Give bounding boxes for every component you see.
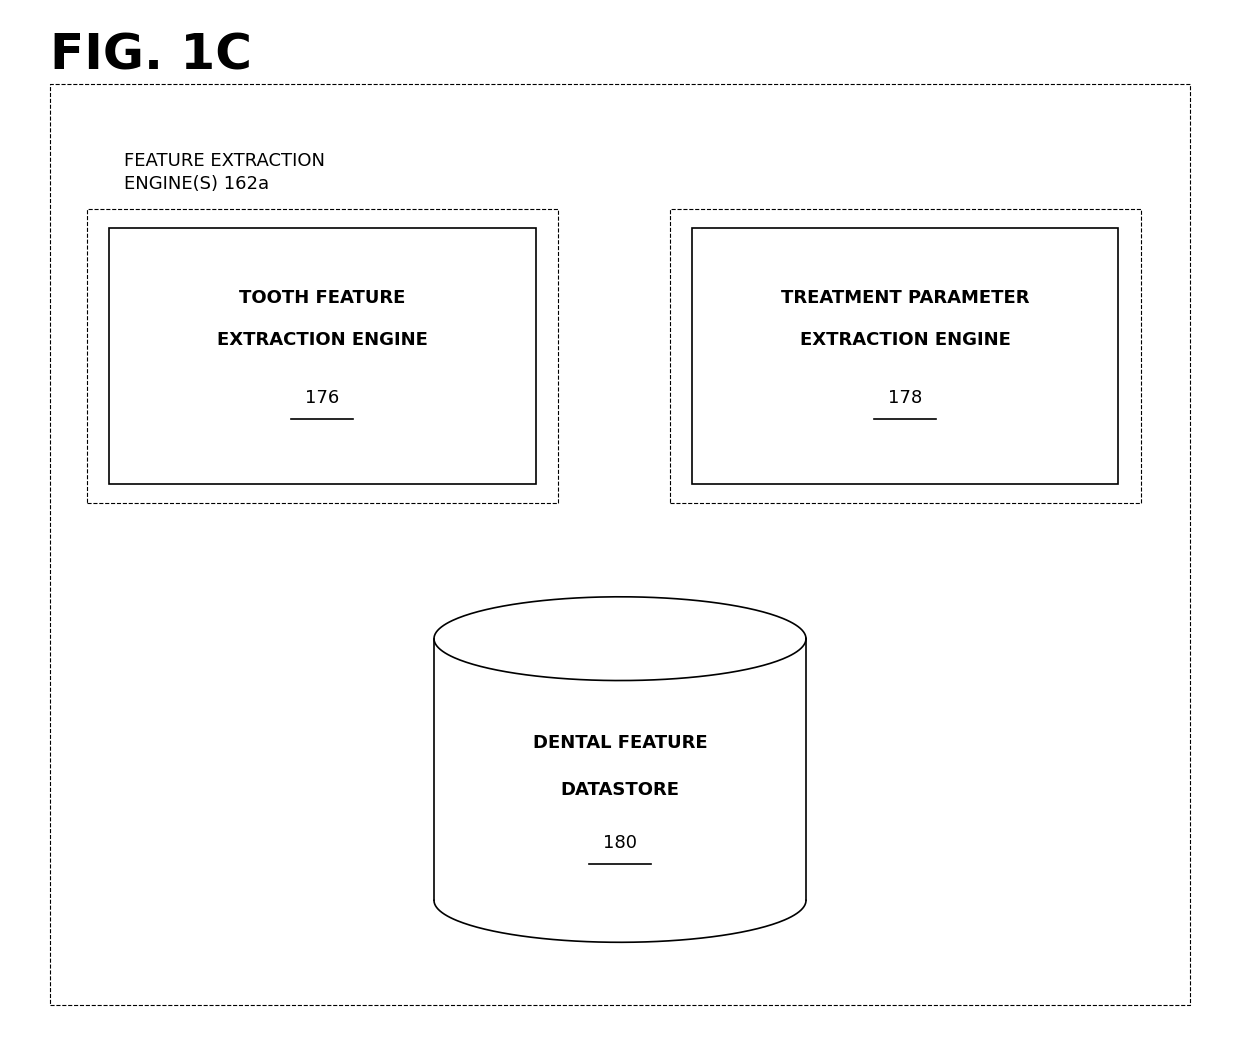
Polygon shape [434, 900, 806, 942]
Text: 178: 178 [888, 388, 923, 407]
Text: TOOTH FEATURE: TOOTH FEATURE [239, 289, 405, 308]
Polygon shape [434, 639, 806, 900]
Text: EXTRACTION ENGINE: EXTRACTION ENGINE [800, 331, 1011, 350]
FancyBboxPatch shape [692, 228, 1118, 484]
FancyBboxPatch shape [109, 228, 536, 484]
Text: EXTRACTION ENGINE: EXTRACTION ENGINE [217, 331, 428, 350]
Text: TREATMENT PARAMETER: TREATMENT PARAMETER [781, 289, 1029, 308]
Text: FIG. 1C: FIG. 1C [50, 31, 252, 80]
Polygon shape [434, 597, 806, 681]
Text: 180: 180 [603, 833, 637, 852]
Text: 176: 176 [305, 388, 340, 407]
Text: DENTAL FEATURE: DENTAL FEATURE [533, 734, 707, 753]
Text: FEATURE EXTRACTION
ENGINE(S) 162a: FEATURE EXTRACTION ENGINE(S) 162a [124, 152, 325, 194]
Text: DATASTORE: DATASTORE [560, 781, 680, 800]
